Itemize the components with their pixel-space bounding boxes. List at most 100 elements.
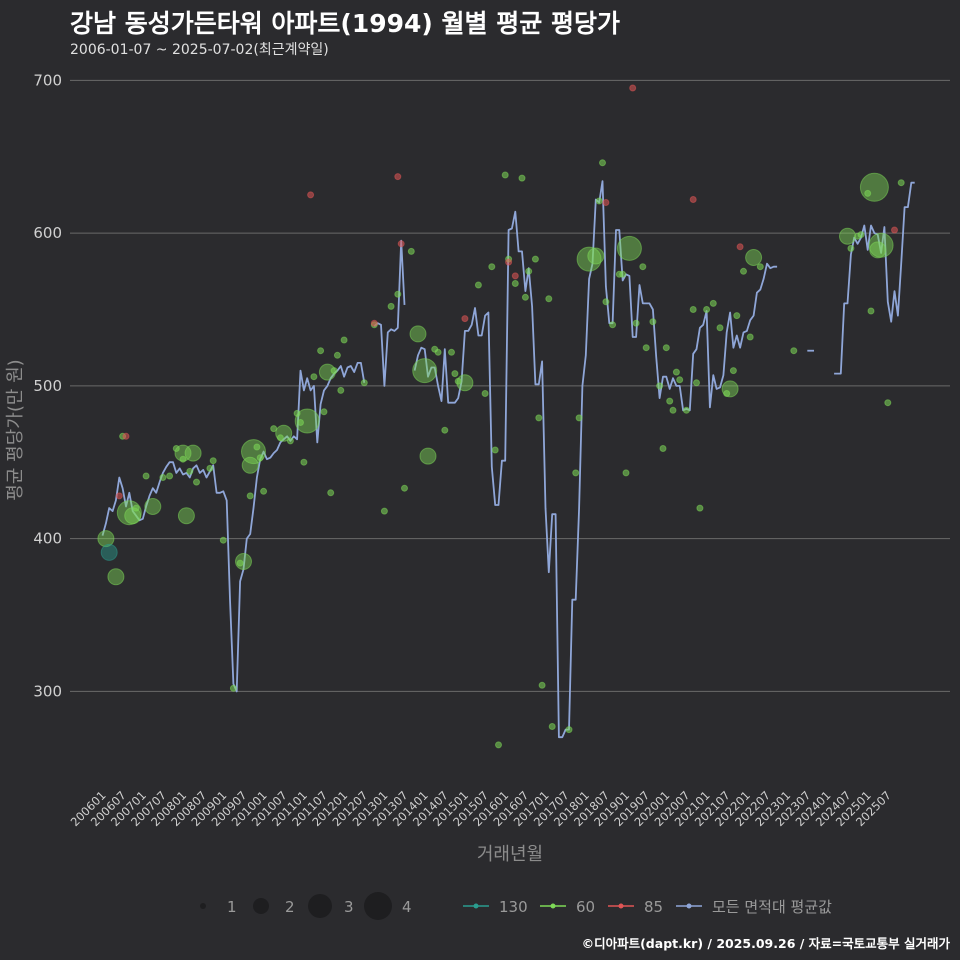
point-60 [733, 312, 741, 320]
point-60 [756, 263, 764, 271]
size-legend-key [308, 894, 332, 918]
point-60 [649, 318, 657, 326]
point-60 [360, 379, 368, 387]
point-60 [340, 336, 348, 344]
color-legend-label: 130 [499, 898, 528, 916]
y-tick-label: 700 [33, 71, 62, 89]
point-60 [642, 344, 650, 352]
point-60 [394, 290, 402, 298]
y-tick-label: 400 [33, 530, 62, 548]
point-60 [236, 559, 244, 567]
point-60 [639, 263, 647, 271]
point-60 [294, 408, 320, 434]
color-legend-dot [686, 903, 692, 909]
point-60 [538, 681, 546, 689]
point-85 [307, 191, 315, 199]
point-60 [790, 347, 798, 355]
point-85 [602, 199, 610, 206]
average-line-segment [373, 239, 406, 387]
point-60 [839, 227, 856, 245]
point-60 [206, 464, 214, 472]
average-line-segment [101, 362, 366, 693]
point-60 [193, 478, 200, 486]
point-60 [602, 298, 610, 306]
point-60 [456, 374, 474, 392]
point-60 [419, 447, 437, 465]
point-60 [501, 171, 509, 179]
point-60 [407, 247, 415, 255]
point-60 [721, 380, 739, 398]
point-60 [572, 469, 580, 477]
point-60 [669, 406, 677, 414]
point-60 [330, 367, 338, 375]
color-legend: 130 60 85 모든 면적대 평균값 [463, 898, 832, 916]
point-60 [531, 255, 539, 263]
point-60 [186, 467, 194, 475]
point-60 [659, 445, 667, 452]
y-axis-ticks: 300 400 500 600 700 [33, 71, 62, 700]
point-60 [184, 444, 202, 462]
point-85 [122, 432, 130, 440]
point-60 [97, 530, 115, 548]
point-60 [884, 399, 892, 407]
point-85 [394, 173, 402, 181]
point-60 [622, 469, 630, 477]
point-60 [587, 247, 605, 265]
point-60 [521, 293, 529, 301]
point-60 [317, 347, 325, 355]
point-60 [448, 348, 455, 356]
point-60 [380, 507, 388, 515]
point-60 [209, 457, 217, 465]
point-85 [115, 492, 123, 500]
point-60 [545, 295, 553, 303]
point-60 [857, 231, 865, 239]
point-60 [897, 179, 905, 187]
chart-title: 강남 동성가든타워 아파트(1994) 월별 평균 평당가 [70, 9, 620, 38]
point-60 [253, 443, 261, 451]
point-60 [491, 446, 499, 454]
point-60 [575, 414, 583, 422]
point-60 [746, 333, 754, 341]
x-axis-ticks: 2006012006072007012007072008012008072009… [68, 788, 894, 829]
color-legend-dot [550, 903, 556, 909]
point-60 [174, 444, 192, 462]
size-legend-label: 3 [344, 898, 354, 916]
point-60 [859, 172, 889, 202]
size-legend: 1 2 3 4 [200, 892, 412, 920]
point-60 [729, 367, 737, 375]
point-60 [401, 484, 408, 492]
point-60 [495, 741, 502, 749]
point-60 [333, 351, 341, 359]
point-60 [310, 373, 318, 381]
point-60 [867, 307, 875, 315]
point-60 [565, 726, 573, 734]
point-60 [576, 246, 602, 272]
source-caption: ©디아파트(dapt.kr) / 2025.09.26 / 자료=국토교통부 실… [581, 936, 950, 951]
average-line-segment [413, 180, 778, 739]
point-60 [300, 458, 308, 466]
point-60 [434, 348, 442, 356]
point-60 [682, 406, 690, 414]
point-60 [518, 174, 526, 182]
point-85 [511, 272, 519, 280]
color-legend-dot [618, 903, 624, 909]
chart-subtitle: 2006-01-07 ~ 2025-07-02(최근계약일) [70, 42, 329, 58]
point-60 [474, 281, 482, 289]
point-60 [451, 370, 459, 378]
y-tick-label: 500 [33, 377, 62, 395]
point-60 [107, 568, 125, 586]
point-60 [256, 454, 264, 462]
point-60 [666, 397, 674, 405]
point-60 [672, 368, 680, 376]
point-60 [260, 487, 268, 495]
point-60 [656, 382, 664, 390]
point-60 [716, 324, 724, 332]
point-60 [327, 489, 335, 497]
point-60 [689, 306, 697, 313]
point-60 [595, 197, 603, 205]
point-60 [142, 472, 150, 480]
average-line-segment [834, 181, 915, 375]
point-60 [412, 358, 438, 384]
